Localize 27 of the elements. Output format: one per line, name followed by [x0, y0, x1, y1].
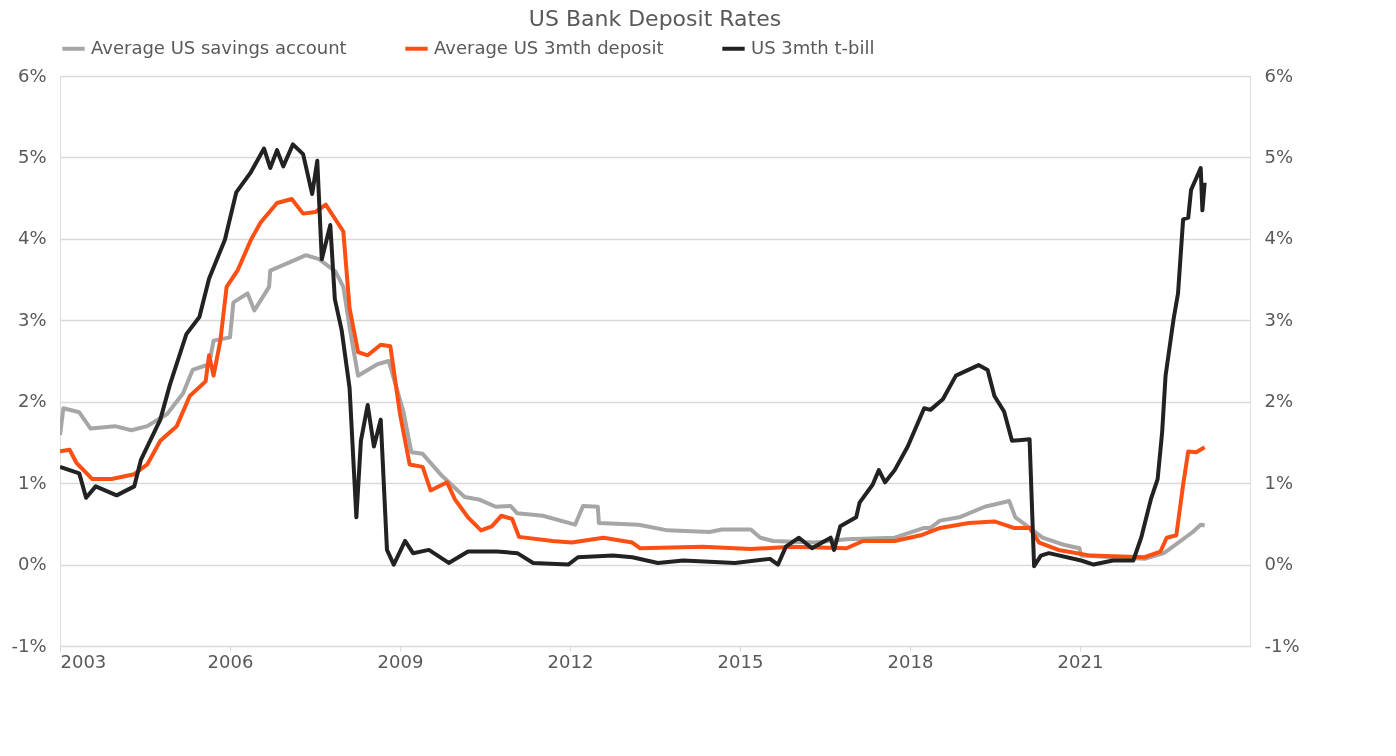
legend-label: Average US savings account: [91, 36, 347, 58]
x-tick-label: 2012: [547, 650, 594, 672]
y-tick-label: 1%: [17, 471, 47, 493]
x-tick-label: 2003: [60, 650, 107, 672]
legend-label: US 3mth t-bill: [751, 36, 875, 58]
x-tick-label: 2021: [1057, 650, 1104, 672]
y2-tick-label: 1%: [1264, 471, 1294, 493]
y2-tick-label: 5%: [1264, 145, 1294, 167]
y2-tick-label: -1%: [1264, 634, 1300, 656]
y2-tick-label: 0%: [1264, 553, 1294, 575]
y2-tick-label: 2%: [1264, 390, 1294, 412]
y-tick-label: -1%: [11, 634, 47, 656]
y-tick-label: 2%: [17, 390, 47, 412]
y2-tick-label: 4%: [1264, 227, 1294, 249]
y2-tick-label: 6%: [1264, 64, 1294, 86]
y-tick-label: 5%: [17, 145, 47, 167]
y-tick-label: 3%: [17, 308, 47, 330]
x-tick-label: 2006: [207, 650, 254, 672]
chart-title: US Bank Deposit Rates: [528, 6, 782, 31]
x-tick-label: 2009: [377, 650, 424, 672]
y-tick-label: 4%: [17, 227, 47, 249]
y-tick-label: 0%: [17, 553, 47, 575]
y2-tick-label: 3%: [1264, 308, 1294, 330]
y-tick-label: 6%: [17, 64, 47, 86]
x-tick-label: 2018: [887, 650, 934, 672]
legend-label: Average US 3mth deposit: [434, 36, 664, 58]
x-tick-label: 2015: [717, 650, 764, 672]
